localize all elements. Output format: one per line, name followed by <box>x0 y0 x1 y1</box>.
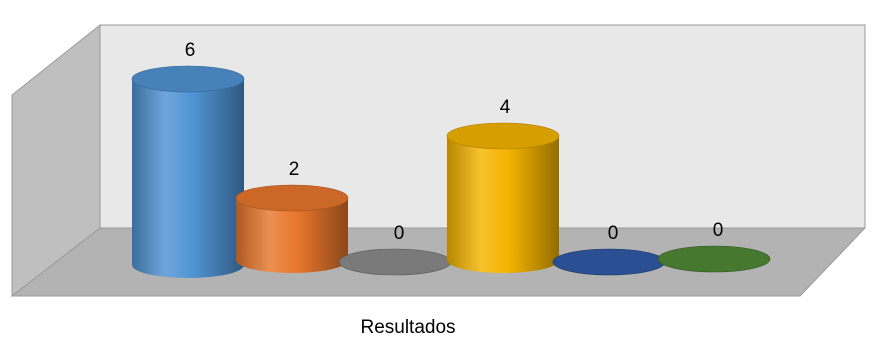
bar-4-body <box>447 136 559 273</box>
bar-1-body <box>132 79 244 278</box>
data-labels-group: 6 2 0 4 0 0 <box>185 40 724 244</box>
bars-group <box>131 65 771 278</box>
x-axis-label: Resultados <box>360 317 455 338</box>
bar-4 <box>446 122 560 273</box>
bar-2-body <box>236 198 348 273</box>
bar-6-top <box>657 245 771 273</box>
bar-5 <box>552 248 666 276</box>
data-label-5: 0 <box>608 223 619 244</box>
bar-6 <box>657 245 771 273</box>
bar-3-top <box>338 248 452 276</box>
bar-2-top <box>235 184 349 212</box>
bar-5-top <box>552 248 666 276</box>
bar-2 <box>235 184 349 273</box>
bar-1-top <box>131 65 245 93</box>
data-label-3: 0 <box>394 223 405 244</box>
data-label-6: 0 <box>713 220 724 241</box>
data-label-2: 2 <box>289 159 300 180</box>
bar-3 <box>338 248 452 276</box>
bar-4-top <box>446 122 560 150</box>
data-label-4: 4 <box>500 97 511 118</box>
data-label-1: 6 <box>185 40 196 61</box>
bar-1 <box>131 65 245 278</box>
